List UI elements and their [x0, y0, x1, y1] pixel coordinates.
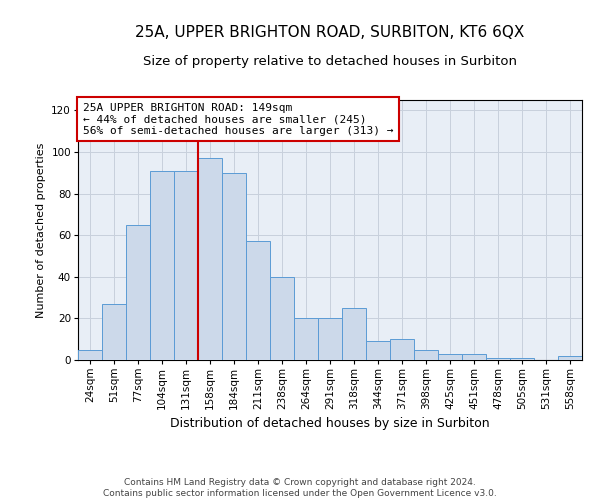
Bar — [270, 277, 294, 360]
Text: 25A UPPER BRIGHTON ROAD: 149sqm
← 44% of detached houses are smaller (245)
56% o: 25A UPPER BRIGHTON ROAD: 149sqm ← 44% of… — [83, 102, 394, 136]
Bar — [486, 358, 510, 360]
Bar — [102, 304, 126, 360]
Bar — [390, 339, 414, 360]
Bar — [198, 158, 222, 360]
Bar — [462, 354, 486, 360]
Bar — [510, 358, 534, 360]
Text: Size of property relative to detached houses in Surbiton: Size of property relative to detached ho… — [143, 55, 517, 68]
Bar — [294, 318, 318, 360]
Bar — [150, 170, 174, 360]
Bar — [414, 350, 438, 360]
Bar — [318, 318, 342, 360]
Bar — [438, 354, 462, 360]
Bar — [78, 350, 102, 360]
Text: 25A, UPPER BRIGHTON ROAD, SURBITON, KT6 6QX: 25A, UPPER BRIGHTON ROAD, SURBITON, KT6 … — [136, 25, 524, 40]
Y-axis label: Number of detached properties: Number of detached properties — [36, 142, 46, 318]
Bar — [342, 308, 366, 360]
Bar — [222, 173, 246, 360]
Bar — [174, 170, 198, 360]
Bar — [558, 356, 582, 360]
Bar — [366, 342, 390, 360]
Bar — [126, 225, 150, 360]
X-axis label: Distribution of detached houses by size in Surbiton: Distribution of detached houses by size … — [170, 418, 490, 430]
Bar — [246, 242, 270, 360]
Text: Contains HM Land Registry data © Crown copyright and database right 2024.
Contai: Contains HM Land Registry data © Crown c… — [103, 478, 497, 498]
